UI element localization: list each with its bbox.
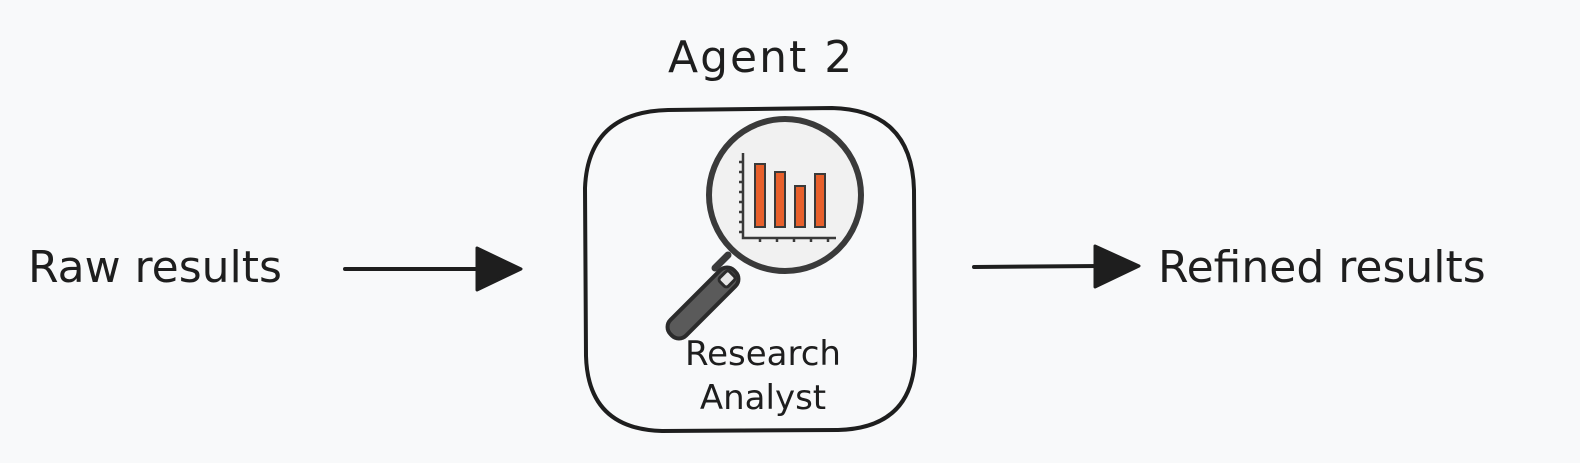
- agent-role-label: Research Analyst: [648, 332, 878, 420]
- agent-role-line-1: Research: [685, 334, 841, 374]
- chart-bar: [754, 163, 766, 228]
- agent-box: [583, 106, 917, 433]
- magnifier-bar-chart-icon: [665, 116, 864, 341]
- magnifier-handle: [665, 251, 741, 341]
- chart-bar: [794, 185, 806, 228]
- agent-title: Agent 2: [668, 32, 855, 83]
- agent-role-line-2: Analyst: [699, 378, 827, 418]
- output-arrow: [972, 244, 1141, 289]
- output-label: Refined results: [1158, 242, 1486, 293]
- chart-bar: [814, 173, 826, 228]
- chart-bar: [774, 171, 786, 228]
- input-label: Raw results: [28, 242, 282, 293]
- input-arrow: [343, 246, 523, 292]
- chart-axes: [739, 153, 836, 242]
